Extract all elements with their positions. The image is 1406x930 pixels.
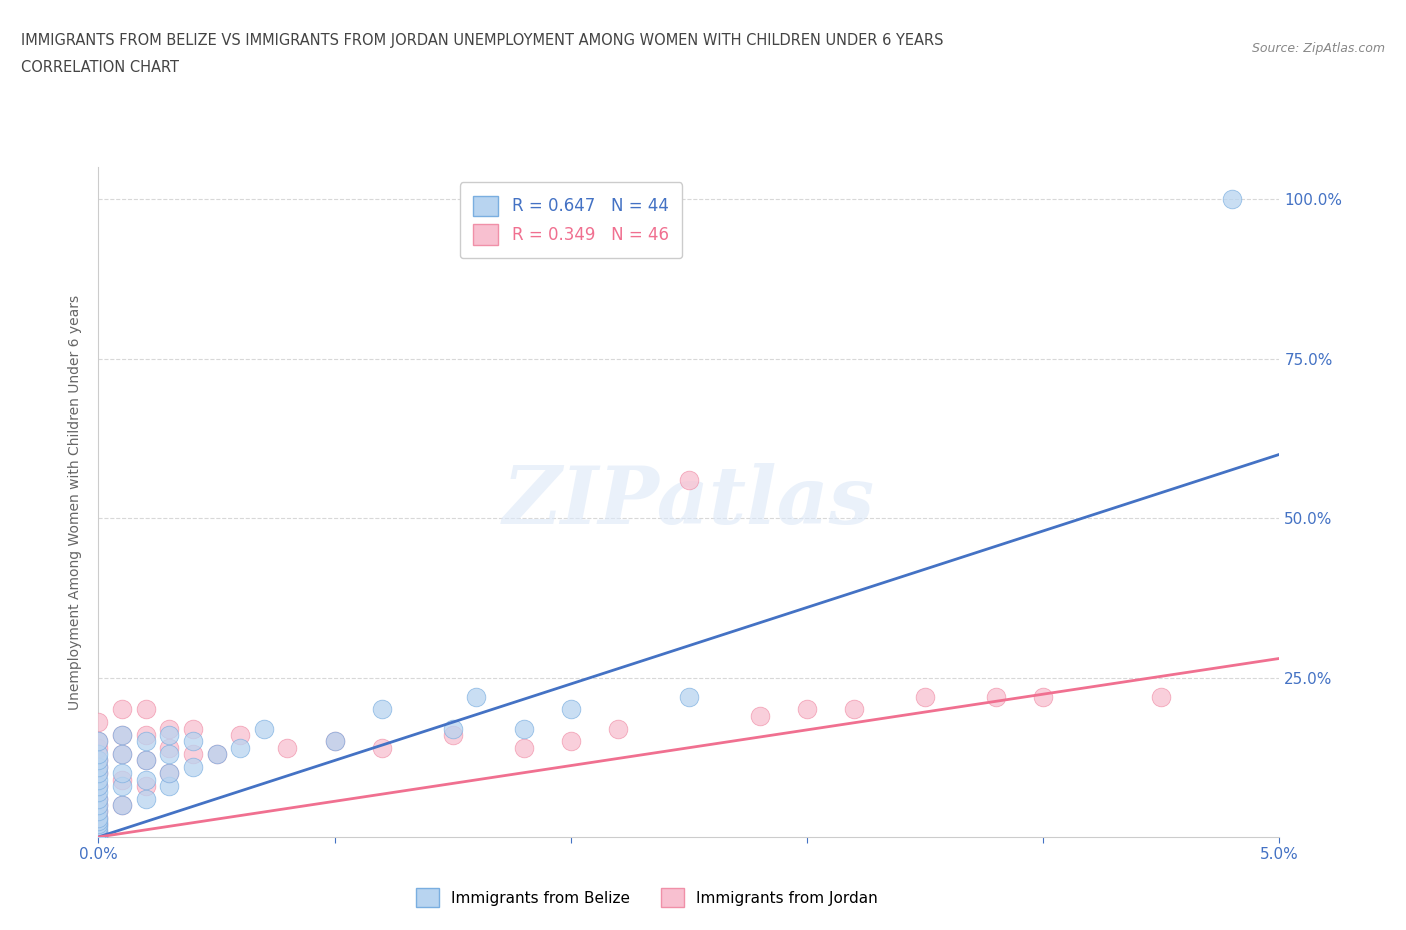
Point <box>157 721 180 736</box>
Y-axis label: Unemployment Among Women with Children Under 6 years: Unemployment Among Women with Children U… <box>69 295 83 710</box>
Point <box>678 689 700 704</box>
Point <box>87 804 110 819</box>
Point <box>111 747 134 762</box>
Point <box>135 702 157 717</box>
Point <box>512 721 534 736</box>
Point <box>323 734 346 749</box>
Point <box>87 791 110 806</box>
Point <box>87 827 110 842</box>
Point <box>678 472 700 487</box>
Point <box>229 727 252 742</box>
Point <box>135 778 157 793</box>
Point <box>111 778 134 793</box>
Point <box>181 734 204 749</box>
Point <box>748 709 770 724</box>
Point <box>111 798 134 813</box>
Point <box>87 804 110 819</box>
Legend: R = 0.647   N = 44, R = 0.349   N = 46: R = 0.647 N = 44, R = 0.349 N = 46 <box>460 182 682 259</box>
Legend: Immigrants from Belize, Immigrants from Jordan: Immigrants from Belize, Immigrants from … <box>411 883 883 913</box>
Point <box>371 702 394 717</box>
Point <box>87 830 110 844</box>
Point <box>441 727 464 742</box>
Point <box>984 689 1007 704</box>
Point <box>87 778 110 793</box>
Point <box>87 765 110 780</box>
Point <box>205 747 228 762</box>
Point <box>441 721 464 736</box>
Point <box>371 740 394 755</box>
Point <box>560 702 582 717</box>
Point <box>844 702 866 717</box>
Point <box>181 747 204 762</box>
Point <box>111 747 134 762</box>
Point <box>135 727 157 742</box>
Point <box>111 702 134 717</box>
Point <box>111 798 134 813</box>
Point <box>157 747 180 762</box>
Point <box>157 778 180 793</box>
Point <box>87 830 110 844</box>
Text: Source: ZipAtlas.com: Source: ZipAtlas.com <box>1251 42 1385 55</box>
Point <box>87 772 110 787</box>
Point <box>229 740 252 755</box>
Point <box>87 740 110 755</box>
Point <box>135 772 157 787</box>
Point <box>87 785 110 800</box>
Point <box>87 734 110 749</box>
Point <box>512 740 534 755</box>
Text: IMMIGRANTS FROM BELIZE VS IMMIGRANTS FROM JORDAN UNEMPLOYMENT AMONG WOMEN WITH C: IMMIGRANTS FROM BELIZE VS IMMIGRANTS FRO… <box>21 33 943 47</box>
Point <box>87 753 110 768</box>
Point <box>87 760 110 775</box>
Point <box>157 727 180 742</box>
Point <box>87 817 110 831</box>
Text: ZIPatlas: ZIPatlas <box>503 463 875 541</box>
Point <box>157 740 180 755</box>
Point <box>607 721 630 736</box>
Point <box>1150 689 1173 704</box>
Point <box>914 689 936 704</box>
Point <box>796 702 818 717</box>
Point <box>111 772 134 787</box>
Point <box>87 810 110 825</box>
Point <box>87 778 110 793</box>
Point <box>87 817 110 831</box>
Point <box>157 765 180 780</box>
Point <box>560 734 582 749</box>
Point <box>181 760 204 775</box>
Point <box>87 798 110 813</box>
Point <box>87 823 110 838</box>
Text: CORRELATION CHART: CORRELATION CHART <box>21 60 179 75</box>
Point <box>87 747 110 762</box>
Point <box>276 740 298 755</box>
Point <box>1220 192 1243 206</box>
Point <box>87 734 110 749</box>
Point <box>87 820 110 835</box>
Point <box>111 727 134 742</box>
Point <box>87 814 110 829</box>
Point <box>87 827 110 842</box>
Point <box>205 747 228 762</box>
Point <box>1032 689 1054 704</box>
Point <box>87 760 110 775</box>
Point <box>181 721 204 736</box>
Point <box>87 798 110 813</box>
Point <box>87 765 110 780</box>
Point <box>135 753 157 768</box>
Point <box>157 765 180 780</box>
Point <box>465 689 488 704</box>
Point <box>87 753 110 768</box>
Point <box>87 791 110 806</box>
Point <box>323 734 346 749</box>
Point <box>135 753 157 768</box>
Point <box>253 721 276 736</box>
Point <box>87 810 110 825</box>
Point <box>135 734 157 749</box>
Point <box>87 715 110 730</box>
Point <box>111 765 134 780</box>
Point <box>135 791 157 806</box>
Point <box>111 727 134 742</box>
Point <box>87 823 110 838</box>
